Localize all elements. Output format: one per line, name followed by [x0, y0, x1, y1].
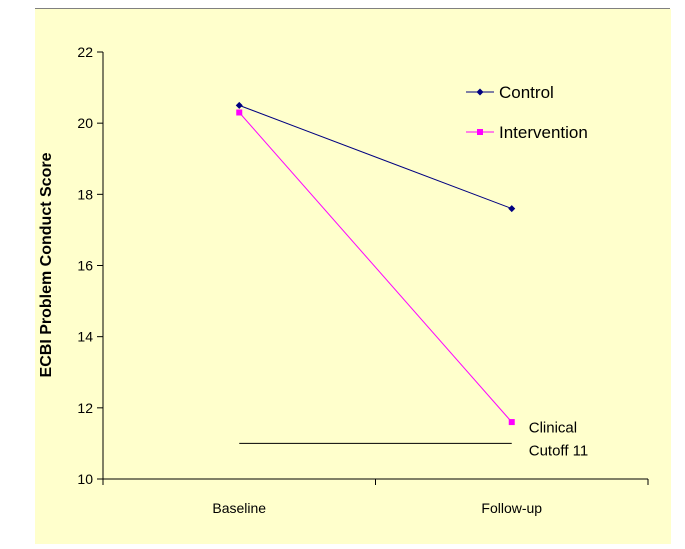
- data-point-intervention: [508, 419, 515, 426]
- legend-marker-control: [476, 88, 484, 96]
- y-axis-ticks: 10 12 14 16 18 20 22: [77, 44, 103, 487]
- series-group: [235, 101, 516, 426]
- clinical-cutoff: Clinical Cutoff 11: [239, 419, 588, 459]
- y-axis-title: ECBI Problem Conduct Score: [38, 152, 55, 377]
- data-point-intervention: [236, 109, 243, 116]
- legend: Control Intervention: [466, 83, 588, 142]
- series-line-intervention: [238, 112, 513, 423]
- y-tick-label: 12: [77, 400, 93, 416]
- data-point-control: [235, 101, 243, 109]
- legend-label-intervention: Intervention: [499, 123, 588, 142]
- y-tick-label: 20: [77, 115, 93, 131]
- y-tick-label: 22: [77, 44, 93, 60]
- plot-background: [35, 9, 671, 544]
- cutoff-label: Cutoff 11: [529, 442, 589, 459]
- series-line-control: [239, 104, 512, 210]
- y-tick-label: 14: [77, 329, 93, 345]
- legend-marker-intervention: [477, 129, 483, 135]
- legend-label-control: Control: [499, 83, 554, 102]
- x-axis-ticks: Baseline Follow-up: [102, 479, 649, 516]
- y-tick-label: 18: [77, 186, 93, 202]
- y-tick-label: 10: [77, 471, 93, 487]
- data-point-control: [508, 205, 516, 213]
- x-tick-label: Baseline: [212, 500, 266, 516]
- x-tick-label: Follow-up: [481, 500, 542, 516]
- y-tick-label: 16: [77, 258, 93, 274]
- cutoff-label: Clinical: [529, 419, 577, 436]
